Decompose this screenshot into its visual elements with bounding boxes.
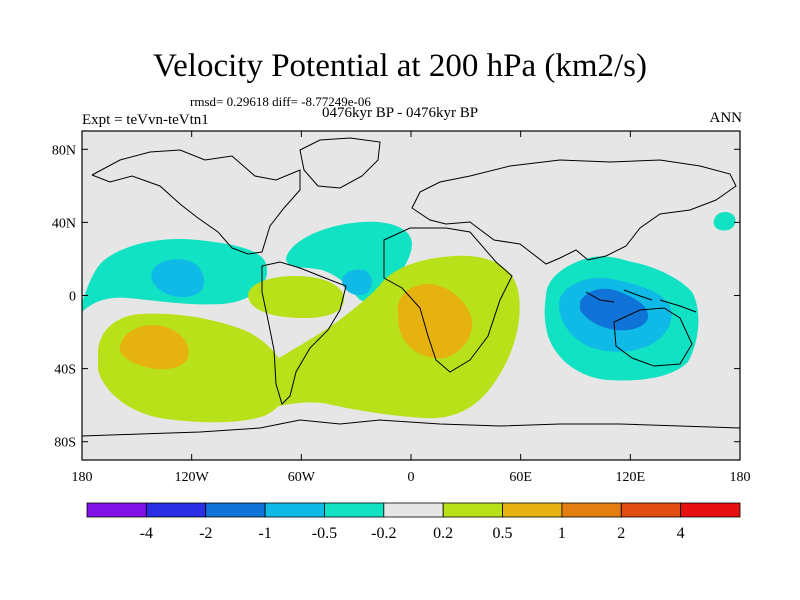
lon-tick-label: 0	[408, 470, 415, 485]
lon-tick-label: 60E	[509, 470, 532, 485]
lon-tick-label: 180	[72, 470, 93, 485]
colorbar-swatch	[383, 502, 444, 518]
coastline-maritime-continent	[585, 289, 697, 313]
colorbar-label: 0.2	[433, 525, 453, 542]
colorbar-swatch	[620, 502, 682, 518]
coastline-greenland	[299, 137, 381, 189]
positive-region-south-america	[248, 276, 345, 318]
lat-tick-label: 80N	[52, 143, 76, 158]
colorbar-swatch	[561, 502, 622, 518]
colorbar-swatch	[145, 502, 207, 518]
positive-core-africa	[397, 284, 473, 359]
colorbar-label: 4	[677, 525, 685, 542]
colorbar-label: -4	[140, 525, 153, 542]
colorbar-swatch	[324, 502, 385, 518]
lon-tick-label: 120E	[616, 470, 646, 485]
experiment-label: Expt = teVvn-teVtn1	[82, 112, 209, 128]
colorbar-label: -0.5	[312, 525, 337, 542]
colorbar-label: -1	[258, 525, 271, 542]
negative-core-east-pacific	[151, 259, 205, 298]
negative-core-atlantic	[342, 269, 372, 296]
negative-region-atlantic	[286, 221, 412, 303]
colorbar-label: 1	[558, 525, 566, 542]
lat-tick-label: 80S	[54, 436, 76, 451]
lat-tick-label: 0	[69, 290, 76, 305]
colorbar-label: 2	[617, 525, 625, 542]
coastline-australia	[613, 307, 693, 367]
coastlines	[82, 137, 740, 437]
colorbar-label: -0.2	[371, 525, 396, 542]
axis-ticks: 180 120W 60W 0 60E 120E 180 80N 40N 0 40S 80S	[52, 131, 751, 485]
coastline-north-america	[91, 149, 301, 255]
coastline-africa	[383, 227, 513, 373]
lat-tick-label: 40N	[52, 216, 76, 231]
period-label: 0476kyr BP - 0476kyr BP	[322, 105, 479, 121]
negative-core-maritime-continent	[580, 288, 648, 331]
lat-tick-label: 40S	[54, 363, 76, 378]
coastline-antarctica	[82, 419, 740, 437]
colorbar-swatch	[86, 502, 147, 518]
coastline-south-america	[261, 261, 347, 405]
velocity-potential-field	[82, 212, 736, 423]
colorbar-swatch	[680, 502, 741, 518]
coastline-eurasia	[411, 159, 737, 265]
colorbar-swatch	[264, 502, 325, 518]
colorbar-label: -2	[199, 525, 212, 542]
colorbar-swatch	[502, 502, 563, 518]
colorbar: -4 -2 -1 -0.5 -0.2 0.2 0.5 1 2 4	[86, 502, 741, 542]
negative-region-northwest-pacific	[713, 212, 736, 231]
positive-core-south-pacific	[119, 324, 189, 370]
lon-tick-label: 60W	[288, 470, 316, 485]
lon-tick-label: 120W	[175, 470, 210, 485]
lon-tick-label: 180	[730, 470, 751, 485]
colorbar-swatch	[442, 502, 503, 518]
colorbar-label: 0.5	[493, 525, 513, 542]
stats-label: rmsd= 0.29618 diff= -8.77249e-06	[190, 94, 371, 109]
colorbar-swatch	[205, 502, 266, 518]
season-label: ANN	[709, 110, 743, 126]
plot-title: Velocity Potential at 200 hPa (km2/s)	[152, 48, 648, 84]
